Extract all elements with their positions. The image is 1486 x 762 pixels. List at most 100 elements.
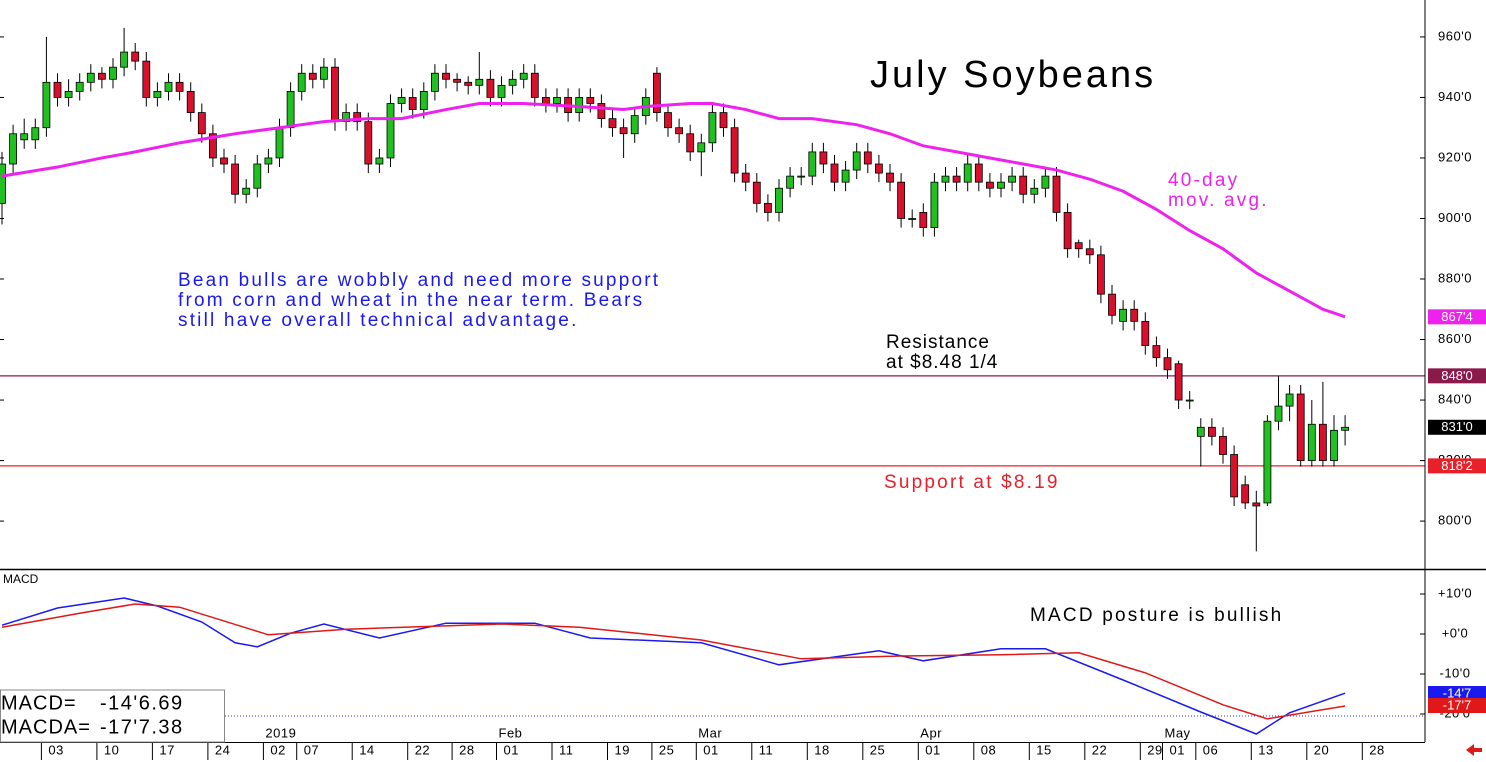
candle-body bbox=[930, 181, 939, 228]
x-tick-label: 06 bbox=[1203, 742, 1218, 757]
candle-body bbox=[519, 72, 528, 80]
candle-body bbox=[131, 51, 140, 62]
candle-body bbox=[1263, 420, 1272, 504]
candle-body bbox=[974, 163, 983, 183]
candle-body bbox=[597, 103, 606, 120]
candle-body bbox=[1185, 399, 1194, 402]
readout-box bbox=[0, 689, 225, 743]
x-group-label: Feb bbox=[499, 725, 523, 740]
candle-body bbox=[542, 97, 550, 104]
candle-body bbox=[797, 175, 806, 178]
candle-body bbox=[86, 72, 95, 83]
candle-body bbox=[841, 169, 850, 183]
candle-body bbox=[286, 90, 295, 129]
y-tick-label: +0'0 bbox=[1442, 625, 1469, 640]
ma-label: 40-day bbox=[1168, 170, 1239, 191]
candle-body bbox=[186, 90, 195, 113]
candle-body bbox=[408, 97, 417, 110]
readout-value: -17'7.38 bbox=[100, 716, 184, 738]
candle-body bbox=[997, 181, 1005, 189]
candle-body bbox=[1274, 405, 1283, 422]
pane-title: MACD bbox=[3, 572, 39, 586]
x-tick-label: 18 bbox=[814, 742, 829, 757]
x-tick-label: 01 bbox=[925, 742, 940, 757]
candle-body bbox=[619, 127, 628, 135]
x-tick-label: 22 bbox=[1092, 742, 1107, 757]
candle-body bbox=[353, 112, 362, 123]
candle-body bbox=[719, 112, 728, 129]
x-tick-label: 15 bbox=[1036, 742, 1051, 757]
x-group-label: Apr bbox=[920, 725, 942, 740]
candle-body bbox=[1030, 187, 1039, 195]
value-box bbox=[1428, 419, 1486, 435]
candle-body bbox=[1319, 423, 1327, 461]
candle-body bbox=[1152, 345, 1161, 359]
moving-average bbox=[1, 101, 1346, 319]
candle-body bbox=[497, 84, 506, 98]
candle-body bbox=[98, 72, 106, 80]
value-box-label: 831'0 bbox=[1441, 419, 1472, 434]
x-tick-label: 24 bbox=[215, 742, 230, 757]
candle-body bbox=[1174, 363, 1183, 401]
candle-body bbox=[20, 133, 29, 141]
x-tick-label: 08 bbox=[981, 742, 996, 757]
value-box-label: 867'4 bbox=[1441, 309, 1472, 324]
candle-body bbox=[153, 90, 162, 98]
value-box-label: 848'0 bbox=[1441, 368, 1472, 383]
macd-line bbox=[1, 603, 1346, 720]
x-tick-label: 19 bbox=[615, 742, 630, 757]
candle-body bbox=[530, 72, 539, 98]
candle-body bbox=[775, 187, 783, 213]
x-tick-label: 10 bbox=[104, 742, 119, 757]
x-tick-label: 11 bbox=[759, 742, 774, 757]
candle-body bbox=[486, 78, 495, 98]
candle-body bbox=[1208, 426, 1216, 437]
candle-body bbox=[1285, 393, 1294, 407]
readout-value: -14'6.69 bbox=[100, 692, 184, 714]
candle-body bbox=[175, 81, 184, 92]
candle-body bbox=[453, 78, 462, 83]
candle-body bbox=[430, 72, 439, 92]
candle-body bbox=[1219, 435, 1227, 455]
candle-body bbox=[1196, 426, 1205, 437]
candle-body bbox=[1097, 254, 1105, 295]
chart-title: July Soybeans bbox=[870, 54, 1156, 96]
candle-body bbox=[1130, 308, 1139, 322]
candle-body bbox=[1063, 212, 1072, 250]
y-tick-label: 860'0 bbox=[1438, 331, 1472, 346]
candle-body bbox=[331, 66, 339, 123]
candle-body bbox=[375, 157, 384, 165]
x-tick-label: 01 bbox=[504, 742, 519, 757]
candle-body bbox=[919, 212, 928, 228]
candle-body bbox=[897, 181, 905, 219]
candle-body bbox=[1241, 484, 1250, 504]
value-box bbox=[1428, 368, 1486, 384]
candle-body bbox=[208, 133, 217, 159]
candle-body bbox=[364, 121, 373, 165]
candle-body bbox=[220, 157, 228, 165]
candle-body bbox=[1085, 248, 1094, 256]
support-label: Support at $8.19 bbox=[884, 472, 1060, 493]
x-tick-label: 25 bbox=[870, 742, 885, 757]
x-tick-label: 11 bbox=[559, 742, 574, 757]
x-group-label: Mar bbox=[698, 725, 722, 740]
candle-body bbox=[442, 72, 450, 80]
candle-body bbox=[830, 163, 839, 183]
candle-body bbox=[1252, 502, 1261, 507]
candle-body bbox=[553, 97, 561, 104]
candle-body bbox=[508, 78, 517, 86]
candle-body bbox=[242, 187, 251, 195]
x-tick-label: 01 bbox=[703, 742, 718, 757]
candle-body bbox=[1119, 308, 1127, 322]
macd-line bbox=[1, 597, 1346, 735]
x-group-label: May bbox=[1165, 725, 1191, 740]
candle-body bbox=[952, 175, 961, 183]
y-tick-label: 800'0 bbox=[1438, 513, 1472, 528]
candle-body bbox=[608, 118, 617, 129]
note: from corn and wheat in the near term. Be… bbox=[178, 290, 644, 311]
candle-body bbox=[53, 81, 62, 98]
scroll-arrow[interactable] bbox=[1466, 744, 1482, 756]
candle-body bbox=[752, 181, 761, 204]
candle-body bbox=[464, 81, 473, 86]
